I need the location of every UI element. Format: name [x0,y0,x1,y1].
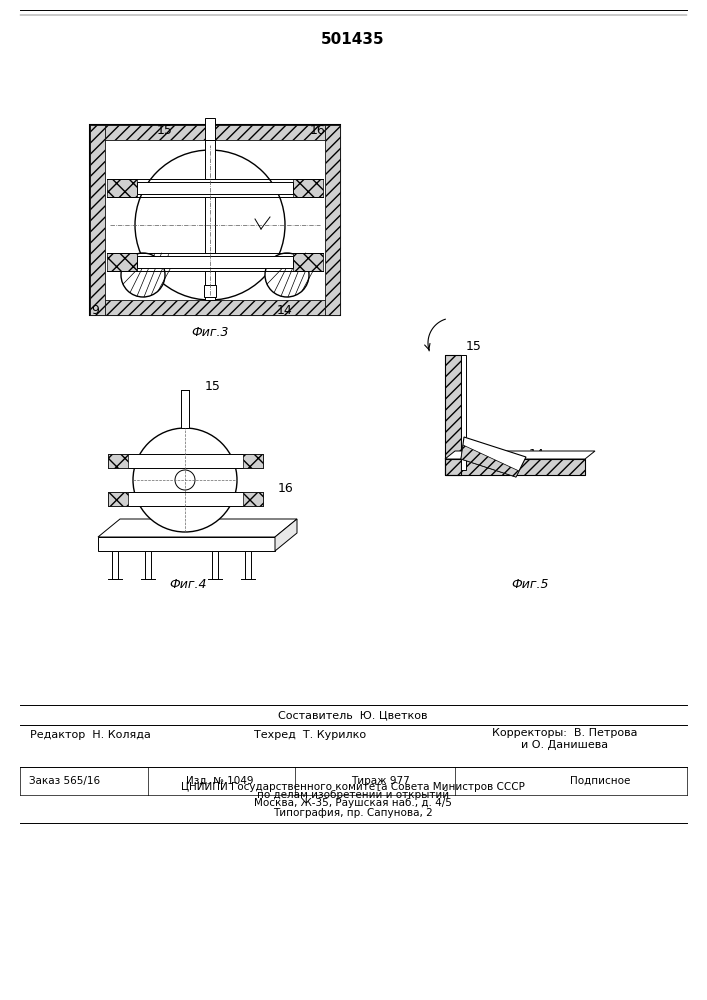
Text: Тираж 977: Тираж 977 [351,776,409,786]
Bar [107,253,137,271]
Bar [243,492,263,506]
Bar [137,182,293,194]
Bar [108,454,263,468]
Text: Типография, пр. Сапунова, 2: Типография, пр. Сапунова, 2 [273,808,433,818]
Circle shape [175,470,195,490]
Bar [98,537,275,551]
Bar [243,454,263,468]
Polygon shape [98,519,297,537]
Bar [105,300,325,315]
Bar [245,551,251,579]
Bar [461,355,466,470]
Bar [293,179,323,197]
Polygon shape [461,437,526,477]
Bar [90,125,105,315]
Bar [205,140,215,179]
Text: Техред  Т. Курилко: Техред Т. Курилко [254,730,366,740]
Text: 15: 15 [205,379,221,392]
Bar [212,551,218,579]
Bar [105,140,325,300]
Text: Фиг.4: Фиг.4 [169,578,206,591]
Text: Редактор  Н. Коляда: Редактор Н. Коляда [30,730,151,740]
Bar [293,253,323,271]
Text: 9: 9 [91,304,99,316]
Polygon shape [275,519,297,551]
Text: Подписное: Подписное [570,776,630,786]
Bar [205,271,215,300]
Text: ЦНИИПИ Государственного комитета Совета Министров СССР: ЦНИИПИ Государственного комитета Совета … [181,782,525,792]
Text: Корректоры:  В. Петрова: Корректоры: В. Петрова [492,728,638,738]
Bar [137,256,293,268]
Bar [108,454,128,468]
Bar [445,459,585,475]
Polygon shape [445,451,595,459]
Circle shape [265,253,309,297]
Text: Москва, Ж-35, Раушская наб., д. 4/5: Москва, Ж-35, Раушская наб., д. 4/5 [254,798,452,808]
Text: по делам изобретений и открытий: по делам изобретений и открытий [257,790,449,800]
Bar [112,551,118,579]
Bar [205,197,215,253]
Bar [108,492,263,506]
Text: 16: 16 [278,482,293,494]
Text: 14: 14 [277,304,293,316]
Bar [90,125,340,315]
Text: 501435: 501435 [321,32,385,47]
Text: Заказ 565/16: Заказ 565/16 [30,776,100,786]
Bar [181,390,189,428]
Circle shape [133,428,237,532]
Text: 16: 16 [310,123,326,136]
Bar [445,355,461,475]
Bar [445,459,585,475]
Bar [325,125,340,315]
Bar [145,551,151,579]
Circle shape [121,253,165,297]
Bar [204,285,216,297]
Text: Изд. № 1049: Изд. № 1049 [186,776,254,786]
Text: и О. Данишева: и О. Данишева [522,740,609,750]
Polygon shape [461,445,519,477]
Text: 15: 15 [157,123,173,136]
Bar [108,492,128,506]
Text: Фиг.5: Фиг.5 [511,578,549,591]
Text: Составитель  Ю. Цветков: Составитель Ю. Цветков [279,710,428,720]
Text: a: a [282,210,289,220]
Circle shape [135,150,285,300]
Bar [205,118,215,140]
Text: 14: 14 [529,448,545,460]
Text: Фиг.3: Фиг.3 [192,326,229,340]
Bar [105,125,325,140]
Bar [107,179,137,197]
Text: 15: 15 [466,340,482,354]
Bar [445,355,461,475]
